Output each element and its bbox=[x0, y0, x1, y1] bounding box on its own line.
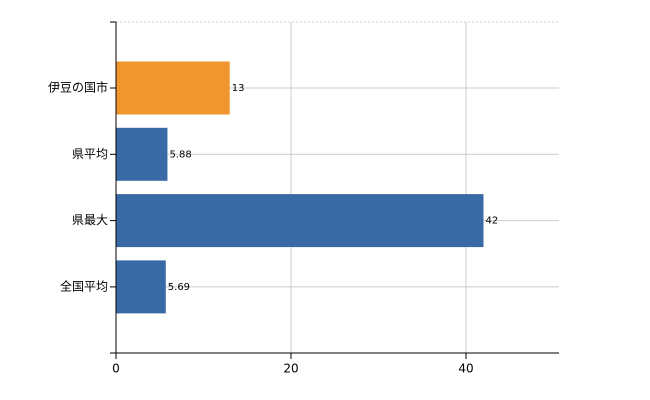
y-tick-label: 伊豆の国市 bbox=[48, 80, 108, 95]
bar bbox=[116, 127, 168, 181]
y-tick-label: 県平均 bbox=[72, 147, 108, 161]
value-label: 42 bbox=[486, 216, 499, 227]
value-label: 13 bbox=[232, 83, 245, 94]
bar bbox=[116, 194, 484, 248]
bar bbox=[116, 61, 230, 115]
x-tick-label: 20 bbox=[283, 362, 298, 376]
bar bbox=[116, 260, 166, 314]
x-tick-label: 0 bbox=[112, 362, 120, 376]
y-tick-label: 県最大 bbox=[72, 213, 108, 227]
y-tick-label: 全国平均 bbox=[60, 278, 108, 293]
value-label: 5.88 bbox=[169, 149, 191, 160]
x-tick-label: 40 bbox=[458, 362, 473, 376]
value-label: 5.69 bbox=[168, 282, 190, 293]
